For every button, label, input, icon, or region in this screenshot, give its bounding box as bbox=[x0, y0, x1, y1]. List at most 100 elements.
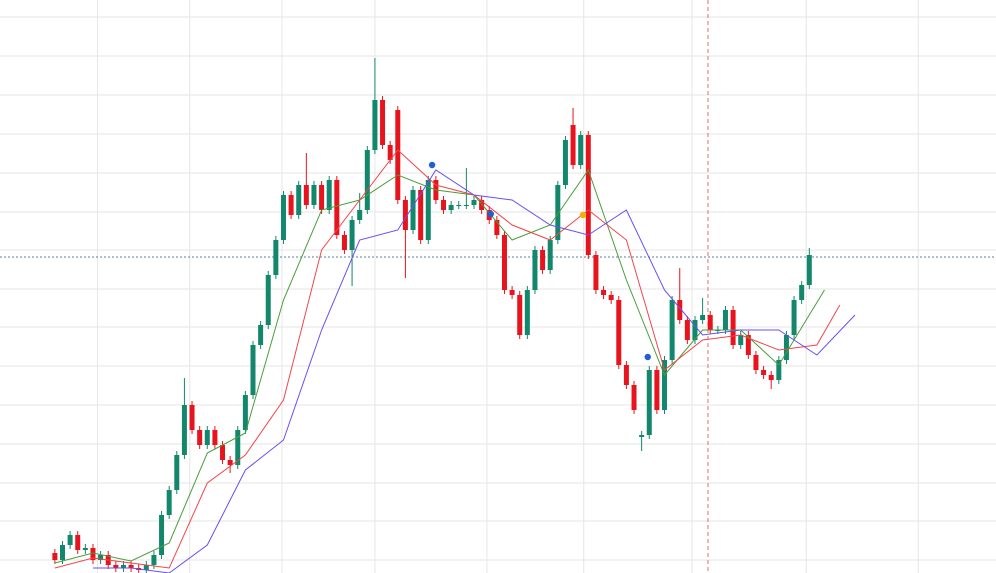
candle-body bbox=[662, 360, 668, 410]
candle-body bbox=[372, 100, 378, 150]
candle-body bbox=[59, 545, 65, 560]
candle-body bbox=[235, 430, 241, 465]
signal-dot bbox=[579, 211, 587, 219]
signal-dot bbox=[487, 210, 494, 218]
candle-body bbox=[722, 310, 728, 330]
candle-body bbox=[585, 135, 591, 255]
moving-average bbox=[54, 149, 841, 569]
candle-body bbox=[90, 548, 96, 560]
candle-body bbox=[143, 565, 149, 570]
candle-body bbox=[494, 220, 500, 235]
candle-body bbox=[570, 125, 576, 165]
candle-body bbox=[82, 548, 88, 550]
candle-body bbox=[166, 490, 172, 515]
candle-body bbox=[463, 205, 469, 206]
moving-average bbox=[54, 168, 825, 564]
candle-body bbox=[311, 185, 317, 205]
candle-body bbox=[98, 555, 104, 560]
candle-body bbox=[364, 150, 370, 210]
candle-body bbox=[280, 195, 286, 240]
candle-body bbox=[189, 405, 195, 430]
candle-body bbox=[242, 395, 248, 430]
candle-body bbox=[479, 200, 485, 210]
candle-body bbox=[601, 290, 607, 295]
candle-body bbox=[761, 370, 767, 375]
candle-body bbox=[448, 205, 454, 210]
candle-body bbox=[380, 100, 386, 145]
candle-body bbox=[738, 335, 744, 345]
candle-body bbox=[410, 190, 416, 230]
candle-body bbox=[776, 360, 782, 380]
candle-body bbox=[174, 455, 180, 490]
candle-body bbox=[578, 135, 584, 165]
candle-body bbox=[418, 190, 424, 240]
candle-body bbox=[684, 320, 690, 340]
candle-body bbox=[540, 250, 546, 270]
candle-body bbox=[212, 430, 218, 445]
moving-average bbox=[93, 169, 856, 573]
candle-body bbox=[250, 345, 256, 395]
candle-body bbox=[524, 290, 530, 335]
candle-body bbox=[387, 145, 393, 160]
candle-body bbox=[128, 565, 134, 568]
candle-body bbox=[357, 210, 363, 220]
candle-body bbox=[441, 200, 447, 210]
candle-body bbox=[562, 140, 568, 185]
candle-body bbox=[646, 370, 652, 435]
candle-body bbox=[425, 180, 431, 240]
candle-body bbox=[745, 335, 751, 355]
candle-body bbox=[52, 553, 58, 560]
candle-body bbox=[654, 370, 660, 410]
candle-body bbox=[707, 315, 713, 330]
candle-body bbox=[730, 310, 736, 345]
candle-body bbox=[303, 185, 309, 205]
candle-body bbox=[593, 255, 599, 290]
candle-body bbox=[623, 365, 629, 385]
candle-body bbox=[402, 200, 408, 230]
candle-body bbox=[555, 185, 561, 240]
candle-body bbox=[67, 535, 73, 545]
candle-body bbox=[456, 205, 462, 206]
candle-body bbox=[120, 565, 126, 568]
candle-body bbox=[326, 180, 332, 210]
candle-body bbox=[75, 535, 81, 550]
candle-body bbox=[669, 300, 675, 360]
candle-body bbox=[349, 220, 355, 250]
candle-body bbox=[220, 445, 226, 460]
candle-body bbox=[509, 290, 515, 295]
candle-body bbox=[608, 295, 614, 300]
candle-body bbox=[753, 355, 759, 370]
candle-body bbox=[806, 255, 812, 285]
candle-body bbox=[265, 275, 271, 325]
candle-body bbox=[700, 315, 706, 320]
signal-dot bbox=[428, 161, 436, 169]
candle-body bbox=[501, 235, 507, 290]
candle-body bbox=[273, 240, 279, 275]
candle-body bbox=[532, 250, 538, 290]
candle-body bbox=[197, 430, 203, 445]
candle-body bbox=[768, 375, 774, 380]
candle-body bbox=[296, 185, 302, 215]
candle-body bbox=[181, 405, 187, 455]
candle-body bbox=[471, 200, 477, 205]
candle-body bbox=[517, 295, 523, 335]
candle-body bbox=[631, 385, 637, 410]
candle-body bbox=[204, 430, 210, 445]
candle-body bbox=[319, 185, 325, 210]
candle-body bbox=[159, 515, 165, 555]
candle-body bbox=[113, 565, 119, 568]
candle-body bbox=[288, 195, 294, 215]
candle-body bbox=[692, 320, 698, 340]
candle-body bbox=[791, 300, 797, 335]
candle-body bbox=[799, 285, 805, 300]
candle-body bbox=[395, 110, 401, 200]
candle-body bbox=[258, 325, 264, 345]
candle-body bbox=[341, 235, 347, 250]
candle-body bbox=[783, 335, 789, 360]
candle-body bbox=[334, 180, 340, 235]
candle-body bbox=[616, 300, 622, 365]
signal-dot bbox=[644, 353, 651, 361]
candle-body bbox=[227, 460, 233, 465]
candle-body bbox=[677, 300, 683, 320]
